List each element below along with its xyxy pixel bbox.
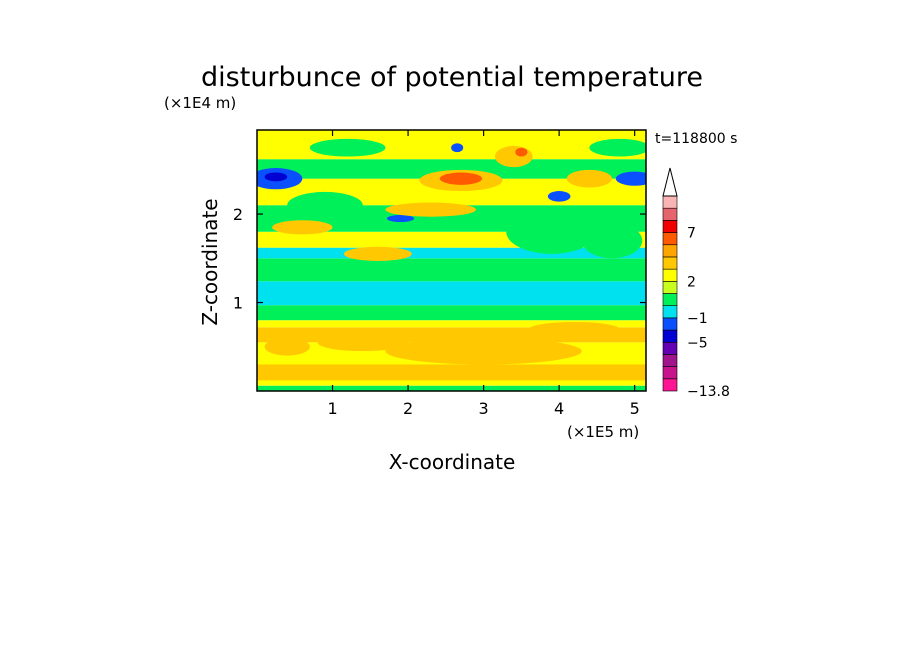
field-band: [257, 258, 646, 282]
colorbar-label: −13.8: [687, 384, 730, 400]
field-blob: [439, 172, 483, 185]
colorbar-segment: [662, 366, 678, 380]
field-blob: [264, 337, 310, 356]
colorbar-segment: [662, 305, 678, 319]
x-tick-label: 4: [554, 399, 564, 418]
colorbar-label: −5: [687, 335, 708, 351]
plot-frame: [256, 129, 647, 392]
x-tick-label: 2: [403, 399, 413, 418]
colorbar-segment: [662, 317, 678, 331]
field-band: [257, 305, 646, 321]
colorbar-segment: [662, 207, 678, 221]
colorbar-segment: [662, 281, 678, 294]
field-blob: [615, 171, 646, 186]
colorbar-segment: [662, 268, 678, 282]
x-tick-label: 3: [479, 399, 489, 418]
y-tick-label: 2: [233, 205, 243, 224]
x-unit-label: (×1E5 m): [567, 423, 639, 441]
field-band: [257, 159, 646, 179]
chart-title: disturbunce of potential temperature: [201, 62, 703, 93]
colorbar-segment: [662, 232, 678, 246]
colorbar-segment: [662, 378, 678, 392]
field-blob: [528, 321, 620, 337]
colorbar-segment: [662, 354, 678, 367]
x-tick-label: 1: [327, 399, 337, 418]
colorbar-segment: [662, 220, 678, 233]
field-blob: [385, 202, 477, 217]
field-blob: [343, 246, 412, 261]
x-axis-label: X-coordinate: [389, 450, 516, 474]
colorbar-segment: [662, 244, 678, 258]
field-blob: [547, 191, 571, 202]
y-axis-label: Z-coordinate: [198, 198, 222, 325]
colorbar-label: 2: [687, 274, 696, 290]
colorbar-segment: [662, 341, 678, 355]
field-blob: [272, 220, 333, 235]
field-blob: [581, 222, 643, 259]
colorbar-segment: [662, 195, 678, 209]
colorbar: 7 2 −1 −5 −13.8: [662, 167, 730, 400]
colorbar-label: −1: [687, 311, 708, 327]
field-blob: [264, 172, 288, 182]
field-blob: [317, 333, 409, 352]
field-blob: [566, 169, 613, 188]
colorbar-segment: [662, 293, 678, 306]
y-tick-label: 1: [233, 294, 243, 313]
time-label: t=118800 s: [655, 131, 737, 147]
field-blob: [309, 138, 386, 157]
field-band: [257, 247, 646, 259]
y-axis-ticks: 12: [233, 205, 646, 313]
colorbar-segment: [662, 329, 678, 343]
x-axis-ticks: 1 2 3 4 5: [327, 130, 640, 418]
x-tick-label: 5: [630, 399, 640, 418]
field-blob: [494, 145, 533, 168]
field-blob: [506, 209, 597, 254]
field-band: [257, 320, 646, 328]
field-blob: [287, 191, 363, 219]
field-blob: [386, 214, 415, 223]
field-band: [257, 385, 646, 391]
field-band: [257, 281, 646, 306]
colorbar-label: 7: [687, 226, 696, 242]
colorbar-extension: [662, 167, 678, 197]
contour-field: [257, 130, 646, 391]
y-unit-label: (×1E4 m): [164, 94, 236, 112]
field-blob: [515, 147, 528, 157]
field-blob: [589, 138, 646, 157]
colorbar-segment: [662, 256, 678, 270]
field-blob: [451, 143, 464, 153]
field-band: [257, 364, 646, 381]
field-blob: [385, 337, 582, 365]
